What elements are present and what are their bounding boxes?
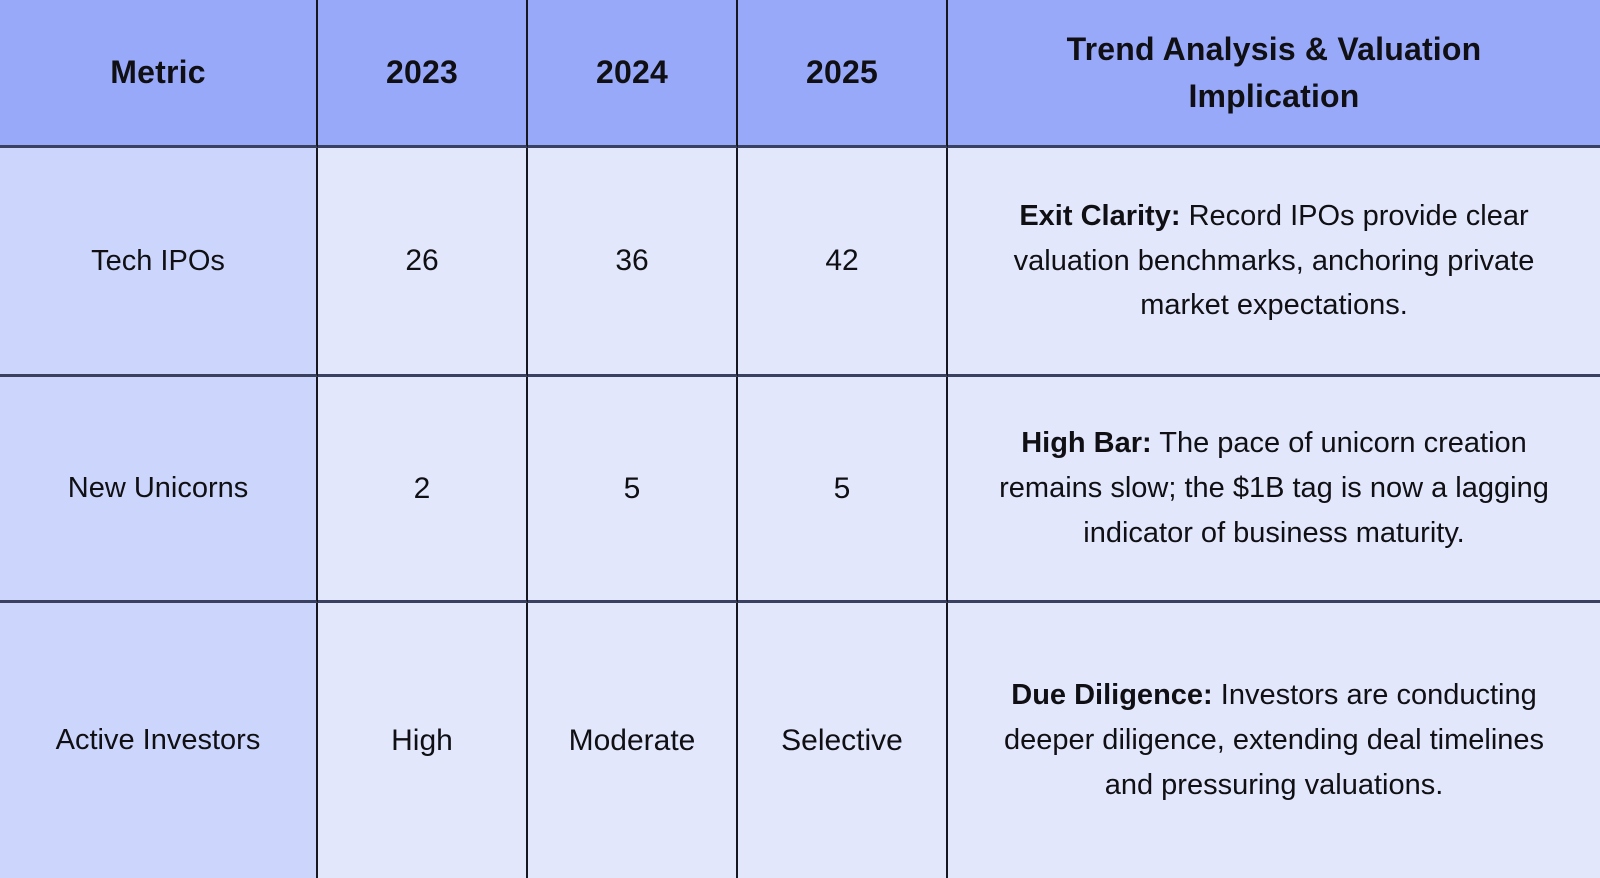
header-cell-trend-analysis: Trend Analysis & Valuation Implication bbox=[948, 0, 1600, 148]
trend-cell-active-investors: Due Diligence: Investors are conducting … bbox=[948, 603, 1600, 878]
value-cell-tech-ipos-2023: 26 bbox=[318, 148, 528, 377]
value-cell-tech-ipos-2025: 42 bbox=[738, 148, 948, 377]
metric-cell-tech-ipos: Tech IPOs bbox=[0, 148, 318, 377]
metric-cell-active-investors: Active Investors bbox=[0, 603, 318, 878]
trend-cell-new-unicorns: High Bar: The pace of unicorn creation r… bbox=[948, 377, 1600, 603]
trend-text: Investors are conducting deeper diligenc… bbox=[1003, 679, 1545, 801]
value-cell-new-unicorns-2024: 5 bbox=[528, 377, 738, 603]
trend-cell-tech-ipos: Exit Clarity: Record IPOs provide clear … bbox=[948, 148, 1600, 377]
metric-cell-new-unicorns: New Unicorns bbox=[0, 377, 318, 603]
header-cell-metric: Metric bbox=[0, 0, 318, 148]
value-cell-active-investors-2023: High bbox=[318, 603, 528, 878]
header-cell-2023: 2023 bbox=[318, 0, 528, 148]
value-cell-active-investors-2025: Selective bbox=[738, 603, 948, 878]
trend-paragraph: Due Diligence: Investors are conducting … bbox=[976, 673, 1572, 808]
value-cell-active-investors-2024: Moderate bbox=[528, 603, 738, 878]
trend-lead: Exit Clarity: bbox=[1019, 199, 1181, 232]
header-cell-2025: 2025 bbox=[738, 0, 948, 148]
value-cell-new-unicorns-2025: 5 bbox=[738, 377, 948, 603]
value-cell-new-unicorns-2023: 2 bbox=[318, 377, 528, 603]
header-cell-2024: 2024 bbox=[528, 0, 738, 148]
trend-lead: High Bar: bbox=[1021, 427, 1152, 460]
trend-text: Record IPOs provide clear valuation benc… bbox=[1013, 199, 1535, 322]
trend-text: The pace of unicorn creation remains slo… bbox=[999, 427, 1549, 549]
value-cell-tech-ipos-2024: 36 bbox=[528, 148, 738, 377]
trend-lead: Due Diligence: bbox=[1011, 679, 1213, 712]
trend-paragraph: High Bar: The pace of unicorn creation r… bbox=[976, 421, 1572, 556]
trend-paragraph: Exit Clarity: Record IPOs provide clear … bbox=[976, 194, 1572, 329]
